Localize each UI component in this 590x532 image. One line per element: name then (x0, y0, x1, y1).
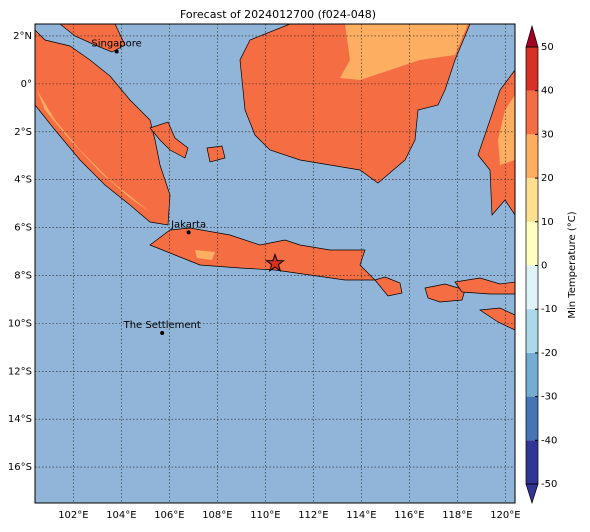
colorbar-tick-label: -50 (541, 479, 557, 490)
x-tick-label: 112°E (298, 510, 328, 521)
y-tick-label: 8°S (14, 270, 32, 281)
x-tick-label: 104°E (106, 510, 136, 521)
y-tick-label: 10°S (8, 318, 32, 329)
belitung (206, 145, 226, 163)
warm-area (498, 95, 515, 165)
colorbar-band (526, 90, 538, 135)
x-tick-label: 116°E (394, 510, 424, 521)
city-marker (186, 230, 191, 235)
city-label: The Settlement (123, 320, 201, 331)
map-frame (34, 23, 516, 504)
map-title: Forecast of 2024012700 (f024-048) (180, 8, 376, 21)
borneo (239, 23, 471, 184)
colorbar-band (526, 440, 538, 484)
y-tick-label: 16°S (8, 462, 32, 473)
sumbawa (424, 283, 466, 303)
graticule (35, 24, 515, 503)
colorbar-tick-label: 0 (541, 261, 547, 272)
y-tick-label: 4°S (14, 175, 32, 186)
colorbar-band (526, 265, 538, 310)
colorbar-tick-label: 10 (541, 217, 554, 228)
landmasses (34, 23, 516, 331)
colorbar-tick-label: 20 (541, 173, 554, 184)
colorbar-band (526, 47, 538, 91)
colorbar-band (526, 134, 538, 179)
colorbar-label: Min Temperature (°C) (567, 211, 578, 318)
colorbar-tick-label: 50 (541, 42, 554, 53)
bali-lombok (374, 276, 403, 297)
java (149, 227, 376, 281)
colorbar-tick-label: -20 (541, 348, 557, 359)
x-tick-label: 108°E (202, 510, 232, 521)
sumatra (34, 29, 171, 226)
star-marker (264, 252, 286, 273)
warm-area (195, 250, 215, 260)
colorbar-band (526, 221, 538, 266)
sulawesi (477, 68, 516, 217)
x-tick-label: 110°E (250, 510, 280, 521)
y-tick-label: 6°S (14, 223, 32, 234)
x-tick-label: 118°E (442, 510, 472, 521)
y-tick-label: 2°S (14, 127, 32, 138)
colorbar-tick-label: -30 (541, 392, 557, 403)
y-tick-label: 14°S (8, 414, 32, 425)
colorbar-tick-label: 30 (541, 129, 554, 140)
colorbar-tick-label: -40 (541, 435, 557, 446)
colorbar-extend-low (525, 483, 539, 505)
x-tick-label: 120°E (490, 510, 520, 521)
colorbar-tick-label: -10 (541, 304, 557, 315)
warm-area (340, 24, 468, 80)
x-tick-label: 102°E (58, 510, 88, 521)
city-marker (160, 330, 165, 335)
colorbar-band (526, 352, 538, 397)
city-marker (114, 49, 119, 54)
colorbar-extend-high (525, 24, 539, 48)
bangka (149, 121, 189, 159)
colorbar-band (526, 396, 538, 441)
colorbar-band (526, 178, 538, 222)
colorbar-tick-label: 40 (541, 86, 554, 97)
colorbar-band (526, 309, 538, 353)
y-tick-label: 0° (21, 79, 32, 90)
y-tick-label: 2°N (13, 31, 32, 42)
city-label: Jakarta (170, 219, 206, 230)
x-tick-label: 106°E (154, 510, 184, 521)
city-label: Singapore (91, 39, 141, 50)
x-tick-label: 114°E (346, 510, 376, 521)
y-tick-label: 12°S (8, 366, 32, 377)
